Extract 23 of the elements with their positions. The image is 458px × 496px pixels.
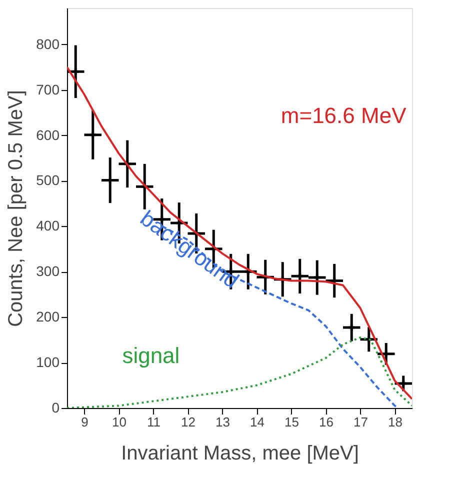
x-tick-label: 11 <box>147 414 160 430</box>
x-tick-label: 13 <box>216 414 230 430</box>
x-tick-label: 17 <box>354 414 368 430</box>
x-tick-label: 9 <box>81 414 88 430</box>
y-tick-label: 600 <box>36 126 60 143</box>
x-tick-label: 10 <box>112 414 126 430</box>
text: m=16.6 MeV <box>280 103 407 128</box>
y-tick-label: 0 <box>52 400 60 416</box>
x-tick-label: 12 <box>181 414 196 430</box>
x-tick-label: 14 <box>250 414 264 430</box>
x-tick-label: 15 <box>284 414 299 430</box>
x-tick-label: 18 <box>388 414 402 430</box>
y-tick-label: 100 <box>36 354 60 370</box>
y-tick-label: 400 <box>36 218 60 234</box>
y-tick-label: 700 <box>36 81 60 98</box>
y-tick-label: 500 <box>36 172 60 188</box>
x-axis-title: Invariant Mass, mee [MeV] <box>121 442 359 464</box>
y-tick-label: 800 <box>36 36 60 52</box>
y-tick-label: 300 <box>36 263 60 280</box>
y-tick-label: 200 <box>36 308 60 325</box>
y-axis-title: Counts, Nee [per 0.5 MeV] <box>5 90 28 327</box>
series-label: signal <box>122 343 180 368</box>
x-tick-label: 16 <box>319 414 334 430</box>
